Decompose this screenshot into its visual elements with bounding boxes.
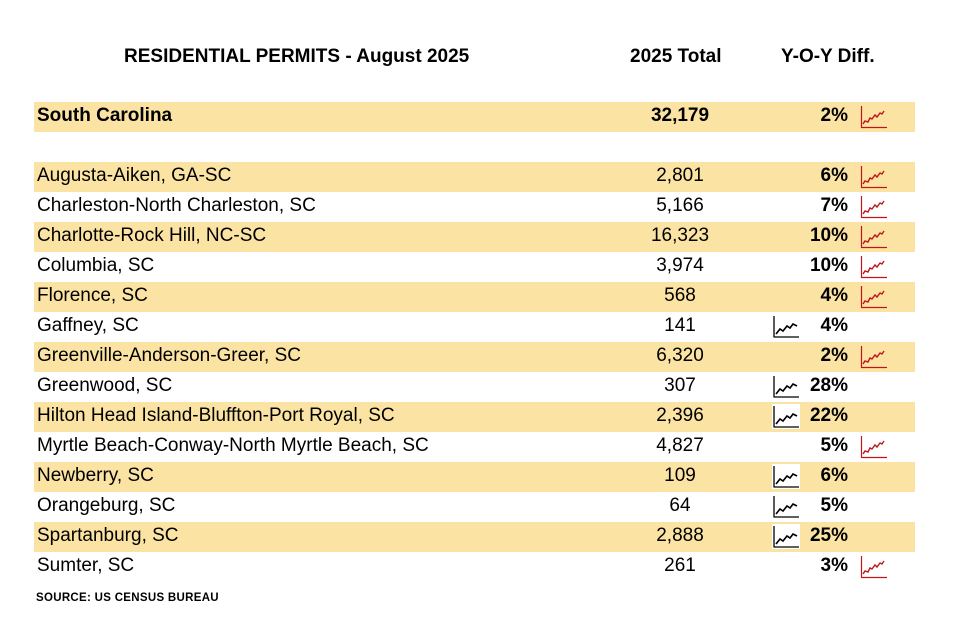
- area-name: Sumter, SC: [37, 555, 135, 576]
- yoy-percent: 10%: [809, 255, 848, 276]
- yoy-percent: 7%: [820, 195, 848, 216]
- permit-total: 2,396: [656, 405, 704, 426]
- table-row: Sumter, SC 261 3%: [34, 552, 915, 582]
- yoy-column-header: Y-O-Y Diff.: [781, 46, 875, 67]
- area-name: Charleston-North Charleston, SC: [37, 195, 316, 216]
- area-name: Newberry, SC: [37, 465, 154, 486]
- black-trend-icon: [772, 494, 800, 519]
- yoy-percent: 5%: [820, 435, 848, 456]
- table-row: Gaffney, SC 141 4%: [34, 312, 915, 342]
- table-row: Charleston-North Charleston, SC 5,166 7%: [34, 192, 915, 222]
- total-column-header: 2025 Total: [630, 46, 722, 67]
- yoy-percent: 6%: [820, 165, 848, 186]
- table-row: Orangeburg, SC 64 5%: [34, 492, 915, 522]
- area-name: Spartanburg, SC: [37, 525, 179, 546]
- summary-row: South Carolina 32,179 2%: [34, 102, 915, 132]
- red-trend-icon: [860, 165, 888, 189]
- red-trend-icon: [860, 105, 888, 129]
- permit-total: 5,166: [656, 195, 704, 216]
- title-header: RESIDENTIAL PERMITS - August 2025: [124, 46, 470, 67]
- permit-total: 32,179: [650, 105, 710, 126]
- permit-total: 3,974: [656, 255, 704, 276]
- area-name: South Carolina: [37, 105, 173, 126]
- area-name: Orangeburg, SC: [37, 495, 176, 516]
- area-name: Greenwood, SC: [37, 375, 173, 396]
- yoy-percent: 22%: [809, 405, 848, 426]
- permit-total: 109: [664, 465, 696, 486]
- yoy-percent: 2%: [820, 105, 848, 126]
- black-trend-icon: [772, 314, 800, 339]
- area-name: Charlotte-Rock Hill, NC-SC: [37, 225, 267, 246]
- table-row: Newberry, SC 109 6%: [34, 462, 915, 492]
- table-row: Myrtle Beach-Conway-North Myrtle Beach, …: [34, 432, 915, 462]
- table-row: Florence, SC 568 4%: [34, 282, 915, 312]
- permit-total: 261: [664, 555, 696, 576]
- area-name: Gaffney, SC: [37, 315, 139, 336]
- red-trend-icon: [860, 255, 888, 279]
- table-row: Greenville-Anderson-Greer, SC 6,320 2%: [34, 342, 915, 372]
- area-name: Hilton Head Island-Bluffton-Port Royal, …: [37, 405, 395, 426]
- yoy-percent: 28%: [809, 375, 848, 396]
- permit-total: 16,323: [650, 225, 710, 246]
- area-name: Greenville-Anderson-Greer, SC: [37, 345, 301, 366]
- permit-total: 2,888: [656, 525, 704, 546]
- yoy-percent: 4%: [820, 285, 848, 306]
- table-row: Charlotte-Rock Hill, NC-SC 16,323 10%: [34, 222, 915, 252]
- table-row: Columbia, SC 3,974 10%: [34, 252, 915, 282]
- yoy-percent: 3%: [820, 555, 848, 576]
- yoy-percent: 10%: [809, 225, 848, 246]
- yoy-percent: 5%: [820, 495, 848, 516]
- black-trend-icon: [772, 374, 800, 399]
- table-row: Greenwood, SC 307 28%: [34, 372, 915, 402]
- yoy-percent: 4%: [820, 315, 848, 336]
- permit-total: 4,827: [656, 435, 704, 456]
- red-trend-icon: [860, 285, 888, 309]
- red-trend-icon: [860, 225, 888, 249]
- area-name: Augusta-Aiken, GA-SC: [37, 165, 232, 186]
- permit-total: 6,320: [656, 345, 704, 366]
- area-name: Myrtle Beach-Conway-North Myrtle Beach, …: [37, 435, 429, 456]
- yoy-percent: 2%: [820, 345, 848, 366]
- area-name: Columbia, SC: [37, 255, 155, 276]
- permit-total: 64: [669, 495, 691, 516]
- table-row: Spartanburg, SC 2,888 25%: [34, 522, 915, 552]
- yoy-percent: 6%: [820, 465, 848, 486]
- black-trend-icon: [772, 524, 800, 549]
- permit-total: 2,801: [656, 165, 704, 186]
- table-row: Augusta-Aiken, GA-SC 2,801 6%: [34, 162, 915, 192]
- permit-total: 568: [664, 285, 696, 306]
- red-trend-icon: [860, 435, 888, 459]
- black-trend-icon: [772, 404, 800, 429]
- source-note: SOURCE: US CENSUS BUREAU: [36, 592, 219, 604]
- black-trend-icon: [772, 464, 800, 489]
- yoy-percent: 25%: [809, 525, 848, 546]
- red-trend-icon: [860, 195, 888, 219]
- red-trend-icon: [860, 555, 888, 579]
- permit-total: 307: [664, 375, 696, 396]
- permit-total: 141: [664, 315, 696, 336]
- red-trend-icon: [860, 345, 888, 369]
- area-name: Florence, SC: [37, 285, 148, 306]
- table-row: Hilton Head Island-Bluffton-Port Royal, …: [34, 402, 915, 432]
